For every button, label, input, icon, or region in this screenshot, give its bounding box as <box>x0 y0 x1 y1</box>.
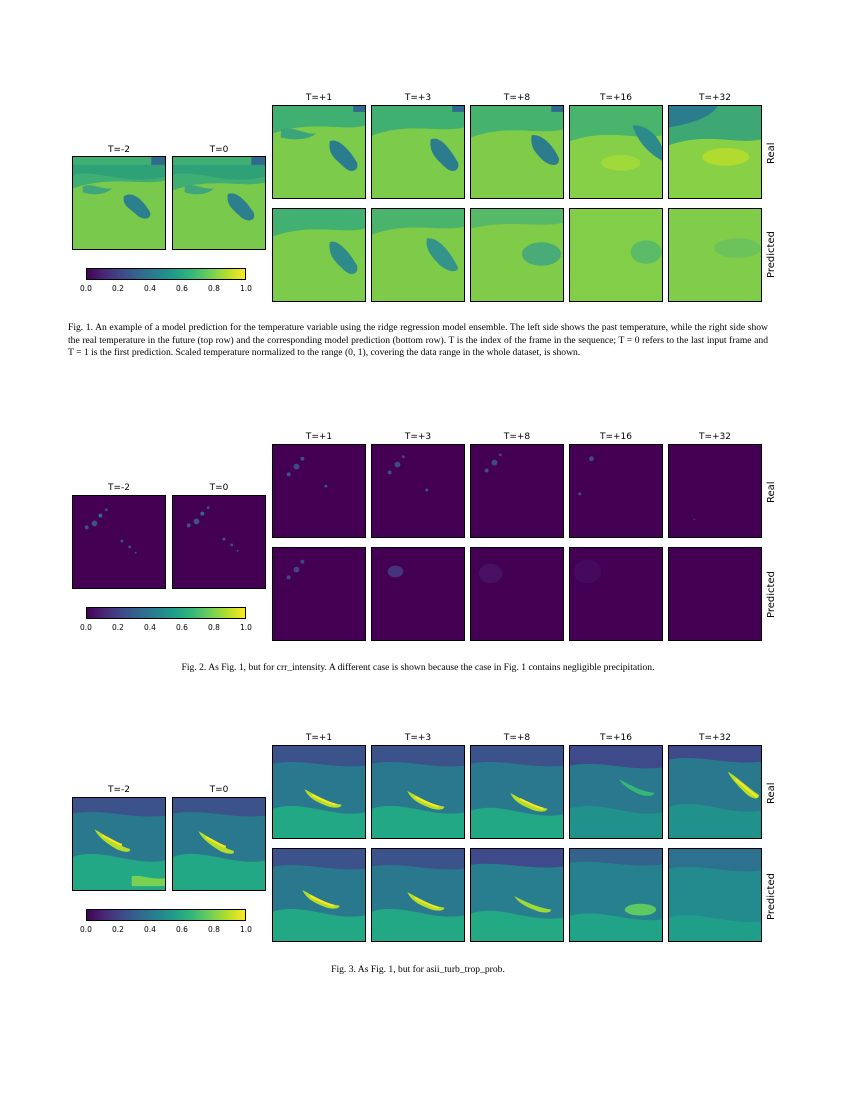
temperature-frame-predicted <box>569 208 663 302</box>
temperature-frame-real <box>668 105 762 199</box>
turbulence-frame-past <box>172 797 266 891</box>
turbulence-frame-predicted <box>371 848 465 942</box>
turbulence-frame-real <box>470 745 564 839</box>
past-label: T=0 <box>209 145 229 155</box>
precip-frame-past <box>72 495 166 589</box>
precip-frame-predicted <box>371 547 465 641</box>
figure-caption: Fig. 2. As Fig. 1, but for crr_intensity… <box>181 662 655 673</box>
precip-frame-real <box>470 444 564 538</box>
future-label: T=+3 <box>404 432 432 442</box>
precip-frame-real <box>569 444 663 538</box>
colorbar <box>86 268 246 280</box>
precip-frame-predicted <box>470 547 564 641</box>
turbulence-frame-predicted <box>470 848 564 942</box>
colorbar-tick-label: 0.8 <box>208 925 220 934</box>
future-label: T=+1 <box>305 93 333 103</box>
future-label: T=+8 <box>503 93 531 103</box>
past-label: T=0 <box>209 785 229 795</box>
future-label: T=+8 <box>503 733 531 743</box>
colorbar <box>86 607 246 619</box>
figure-caption: Fig. 1. An example of a model prediction… <box>68 322 768 358</box>
temperature-frame-past <box>172 156 266 250</box>
turbulence-frame-real <box>569 745 663 839</box>
colorbar-tick-label: 0.0 <box>80 925 92 934</box>
colorbar-tick-label: 0.6 <box>176 284 188 293</box>
future-label: T=+1 <box>305 432 333 442</box>
precip-frame-predicted <box>668 547 762 641</box>
colorbar-tick-label: 0.6 <box>176 623 188 632</box>
colorbar-tick-label: 0.2 <box>112 623 124 632</box>
row-label-real: Real <box>766 782 777 804</box>
precip-frame-real <box>272 444 366 538</box>
colorbar-tick-label: 1.0 <box>240 623 252 632</box>
past-label: T=-2 <box>107 785 130 795</box>
future-label: T=+3 <box>404 93 432 103</box>
figure-caption: Fig. 3. As Fig. 1, but for asii_turb_tro… <box>331 964 505 975</box>
temperature-frame-real <box>371 105 465 199</box>
turbulence-frame-predicted <box>569 848 663 942</box>
row-label-real: Real <box>766 142 777 164</box>
precip-frame-predicted <box>272 547 366 641</box>
past-label: T=-2 <box>107 483 130 493</box>
temperature-frame-predicted <box>470 208 564 302</box>
row-label-predicted: Predicted <box>766 571 777 618</box>
temperature-frame-predicted <box>371 208 465 302</box>
turbulence-frame-predicted <box>668 848 762 942</box>
future-label: T=+16 <box>599 93 633 103</box>
temperature-frame-real <box>470 105 564 199</box>
precip-frame-real <box>371 444 465 538</box>
future-label: T=+3 <box>404 733 432 743</box>
colorbar-tick-label: 0.2 <box>112 925 124 934</box>
temperature-frame-real <box>272 105 366 199</box>
future-label: T=+32 <box>698 432 732 442</box>
future-label: T=+32 <box>698 93 732 103</box>
precip-frame-real <box>668 444 762 538</box>
colorbar-tick-label: 1.0 <box>240 925 252 934</box>
future-label: T=+16 <box>599 733 633 743</box>
row-label-real: Real <box>766 481 777 503</box>
precip-frame-predicted <box>569 547 663 641</box>
colorbar-tick-label: 0.4 <box>144 925 156 934</box>
colorbar-tick-label: 0.0 <box>80 284 92 293</box>
temperature-frame-past <box>72 156 166 250</box>
row-label-predicted: Predicted <box>766 231 777 278</box>
precip-frame-past <box>172 495 266 589</box>
colorbar-tick-label: 0.6 <box>176 925 188 934</box>
turbulence-frame-real <box>668 745 762 839</box>
colorbar-tick-label: 0.4 <box>144 623 156 632</box>
temperature-frame-predicted <box>272 208 366 302</box>
turbulence-frame-real <box>272 745 366 839</box>
turbulence-frame-predicted <box>272 848 366 942</box>
future-label: T=+16 <box>599 432 633 442</box>
colorbar <box>86 909 246 921</box>
future-label: T=+32 <box>698 733 732 743</box>
colorbar-tick-label: 0.8 <box>208 284 220 293</box>
colorbar-tick-label: 1.0 <box>240 284 252 293</box>
past-label: T=-2 <box>107 145 130 155</box>
future-label: T=+8 <box>503 432 531 442</box>
colorbar-tick-label: 0.0 <box>80 623 92 632</box>
turbulence-frame-real <box>371 745 465 839</box>
turbulence-frame-past <box>72 797 166 891</box>
row-label-predicted: Predicted <box>766 873 777 920</box>
future-label: T=+1 <box>305 733 333 743</box>
colorbar-tick-label: 0.2 <box>112 284 124 293</box>
past-label: T=0 <box>209 483 229 493</box>
colorbar-tick-label: 0.8 <box>208 623 220 632</box>
colorbar-tick-label: 0.4 <box>144 284 156 293</box>
temperature-frame-predicted <box>668 208 762 302</box>
temperature-frame-real <box>569 105 663 199</box>
